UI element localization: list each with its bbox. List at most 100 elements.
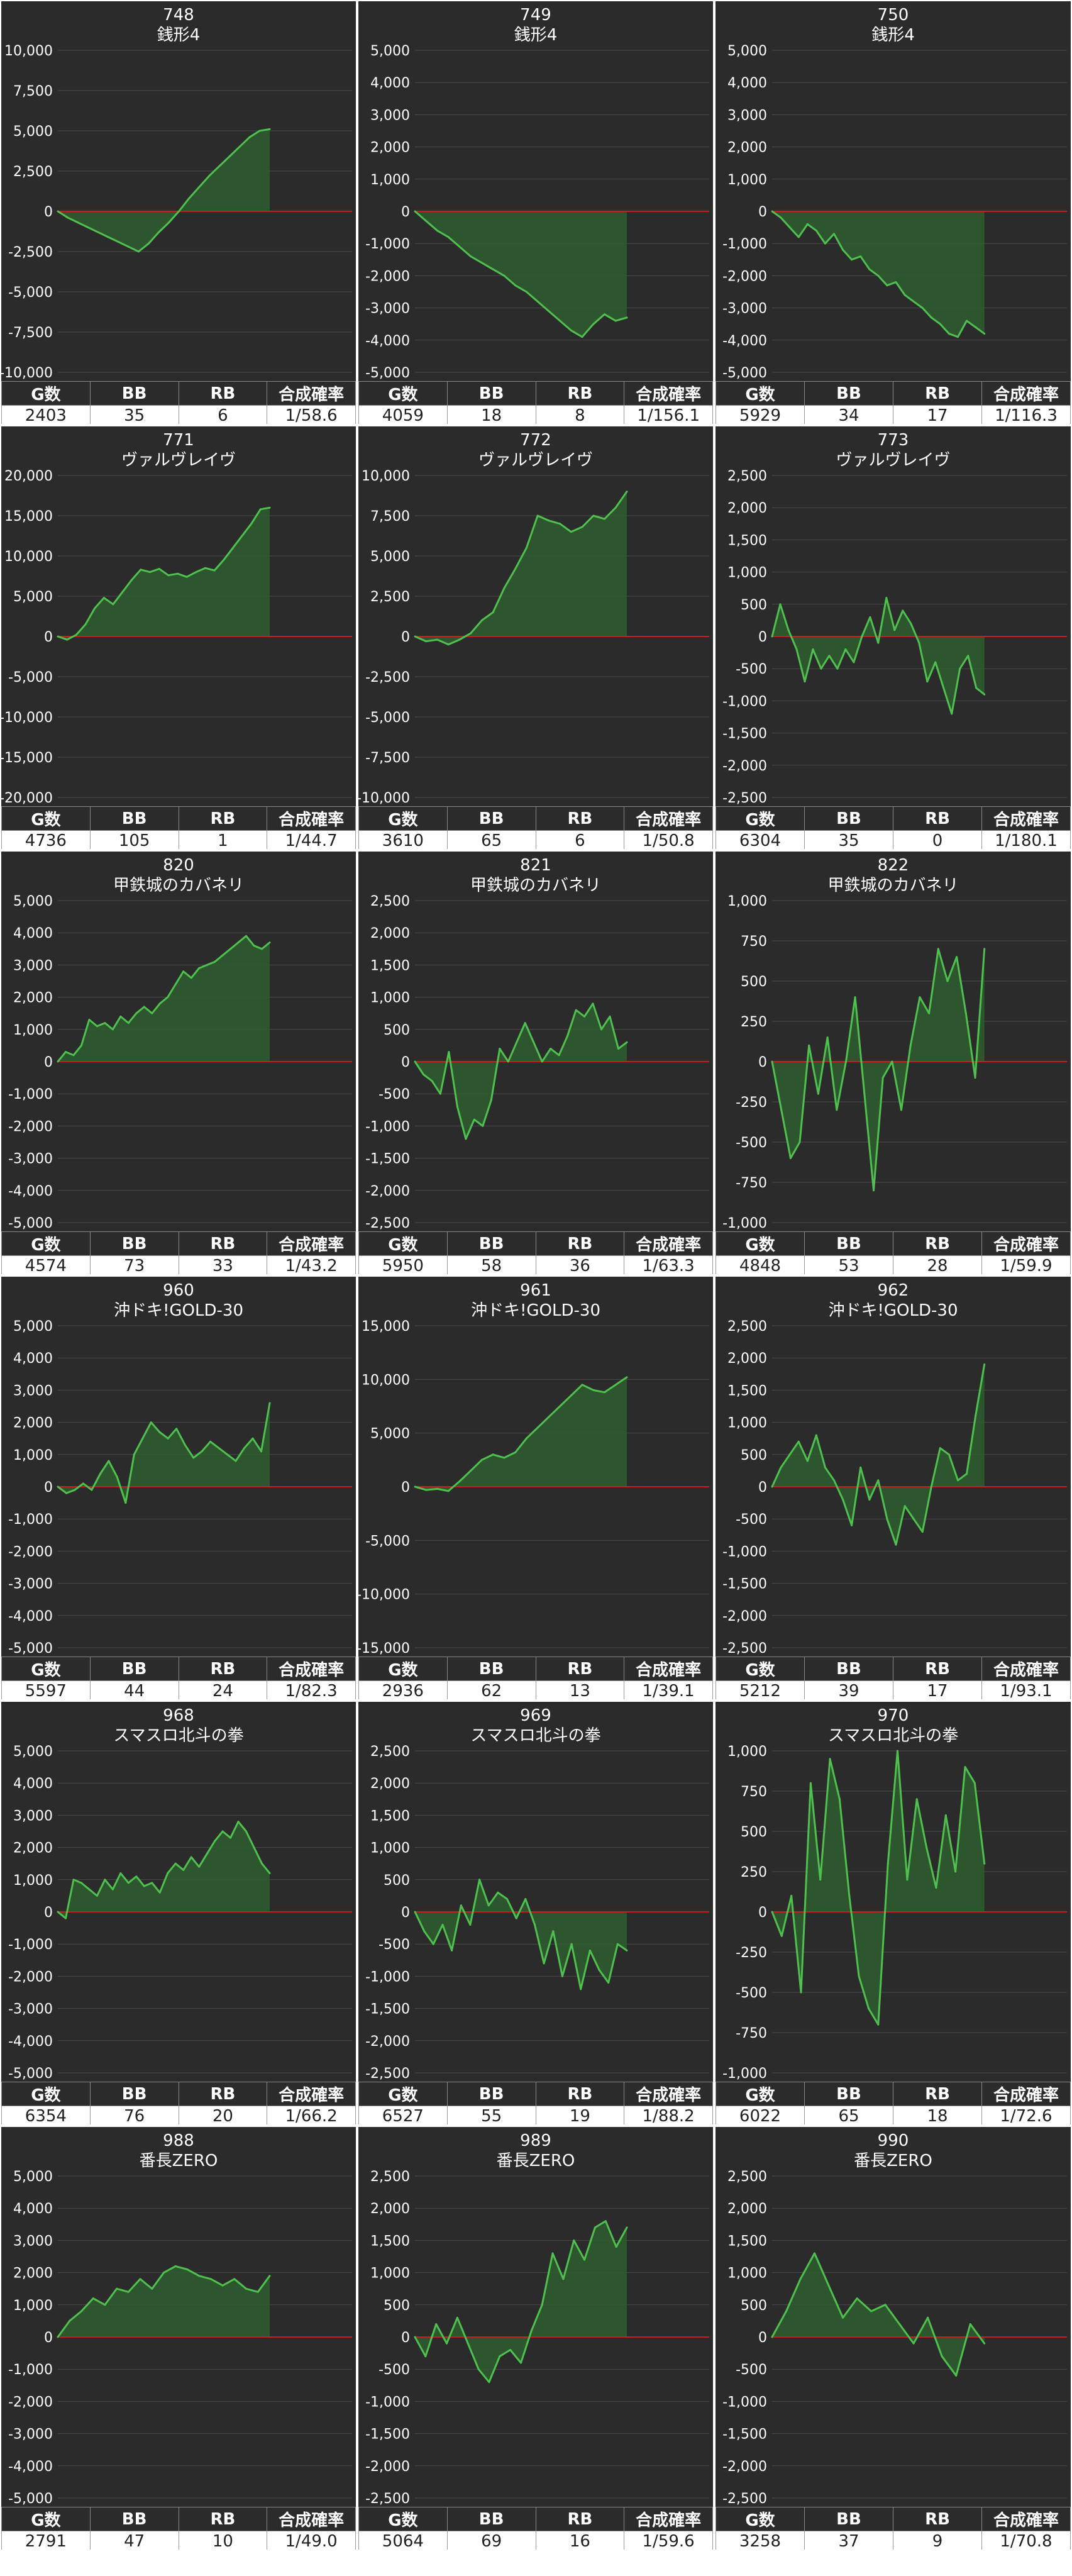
- machine-name: 番長ZERO: [854, 2151, 932, 2170]
- rb-count-header: RB: [178, 2082, 268, 2106]
- chart-panel-990: 990 番長ZERO 2,500 2,000 1,500 1,000 500 0 -500 -1,…: [716, 2127, 1071, 2550]
- machine-number: 970: [877, 1706, 909, 1725]
- data-point: [88, 1018, 91, 1021]
- tick-label: -7,500: [8, 325, 53, 341]
- data-point: [414, 635, 416, 638]
- g-count-value: 2936: [358, 1680, 448, 1699]
- data-point: [824, 242, 826, 245]
- data-point: [600, 1028, 602, 1031]
- tick-label: 1,000: [370, 172, 410, 188]
- bb-count-value: 35: [89, 405, 179, 424]
- data-point: [174, 1862, 177, 1865]
- stats-table: G数 BB RB 合成確率 6022 65 18 1/72.6: [716, 2082, 1071, 2124]
- tick-label: -5,000: [8, 1216, 53, 1231]
- tick-label: 15,000: [362, 1319, 410, 1335]
- data-point: [536, 1426, 539, 1429]
- machine-name: スマスロ北斗の拳: [113, 1726, 244, 1745]
- tick-label: -10,000: [358, 1587, 410, 1603]
- data-point: [836, 1109, 838, 1111]
- data-point: [828, 655, 831, 657]
- series-line: [57, 935, 270, 1062]
- tick-label: 0: [401, 1055, 410, 1070]
- data-point: [824, 1466, 826, 1468]
- data-point: [243, 1447, 245, 1450]
- tick-label: 0: [401, 1905, 410, 1921]
- machine-name: 番長ZERO: [496, 2151, 575, 2170]
- rb-count-header: RB: [535, 1657, 625, 1681]
- data-point: [588, 1949, 591, 1951]
- data-point: [87, 226, 89, 229]
- tick-label: 10,000: [362, 469, 410, 484]
- data-point: [190, 1856, 192, 1858]
- data-point: [930, 316, 932, 319]
- tick-label: 1,000: [727, 2266, 767, 2282]
- chart-header: 773 ヴァルヴレイヴ: [716, 430, 1071, 470]
- rb-count-value: 13: [535, 1680, 625, 1699]
- data-point: [446, 2342, 448, 2345]
- data-point: [964, 1012, 967, 1014]
- data-point: [104, 2304, 106, 2306]
- data-point: [74, 1489, 76, 1491]
- data-point: [506, 1898, 508, 1900]
- tick-label: -2,500: [8, 245, 53, 260]
- data-point: [957, 1479, 959, 1482]
- machine-number: 960: [163, 1281, 194, 1300]
- data-point: [897, 1750, 898, 1752]
- g-count-value: 5950: [358, 1255, 448, 1274]
- bb-count-value: 65: [446, 830, 536, 849]
- data-point: [787, 629, 790, 631]
- stats-table: G数 BB RB 合成確率 5597 44 24 1/82.3: [1, 1657, 356, 1699]
- tick-label: 500: [384, 2298, 410, 2314]
- g-count-header: G数: [358, 1657, 448, 1681]
- tick-label: -5,000: [8, 670, 53, 686]
- data-point: [425, 640, 428, 643]
- g-count-value: 3258: [716, 2531, 805, 2550]
- data-point: [206, 963, 208, 966]
- series-area: [772, 597, 985, 714]
- data-point: [119, 1015, 122, 1018]
- bb-count-value: 39: [804, 1680, 893, 1699]
- rb-count-value: 8: [535, 405, 625, 424]
- data-point: [877, 641, 880, 644]
- data-point: [448, 1051, 450, 1053]
- machine-number: 771: [163, 431, 194, 450]
- data-point: [939, 323, 941, 325]
- tick-label: -5,000: [365, 1533, 410, 1549]
- data-point: [414, 2336, 416, 2338]
- tick-label: 1,500: [370, 2233, 410, 2249]
- data-point: [798, 1141, 801, 1143]
- data-point: [65, 1917, 67, 1919]
- data-point: [72, 1054, 75, 1057]
- data-point: [248, 136, 251, 138]
- data-point: [119, 1872, 122, 1875]
- g-count-value: 5212: [716, 1680, 805, 1699]
- data-point: [912, 2342, 915, 2345]
- data-point: [845, 1060, 847, 1063]
- series-line: [771, 2252, 985, 2377]
- tick-label: -5,000: [722, 365, 767, 381]
- data-point: [104, 1022, 106, 1024]
- data-point: [959, 667, 961, 670]
- data-point: [944, 1814, 947, 1816]
- tick-label: -2,500: [365, 2491, 410, 2507]
- data-point: [229, 948, 232, 950]
- g-count-value: 4574: [1, 1255, 91, 1274]
- tick-label: 2,000: [370, 926, 410, 941]
- tick-label: -3,000: [8, 1577, 53, 1592]
- data-point: [104, 1879, 106, 1881]
- combined-probability-value: 1/63.3: [624, 1255, 713, 1274]
- tick-label: 20,000: [4, 469, 53, 484]
- data-point: [983, 693, 986, 696]
- data-point: [974, 1077, 976, 1079]
- data-point: [903, 1505, 906, 1507]
- data-point: [789, 1157, 792, 1160]
- data-point: [492, 268, 494, 270]
- line-chart: 2,500 2,000 1,500 1,000 500 0 -500 -1,000 -1,500…: [365, 894, 709, 1231]
- tick-label: -2,000: [722, 269, 767, 284]
- bb-count-header: BB: [446, 1231, 536, 1256]
- data-point: [884, 2304, 887, 2306]
- data-point: [135, 1875, 138, 1878]
- tick-label: 0: [44, 1480, 53, 1496]
- data-point: [177, 572, 179, 575]
- tick-label: -5,000: [8, 285, 53, 301]
